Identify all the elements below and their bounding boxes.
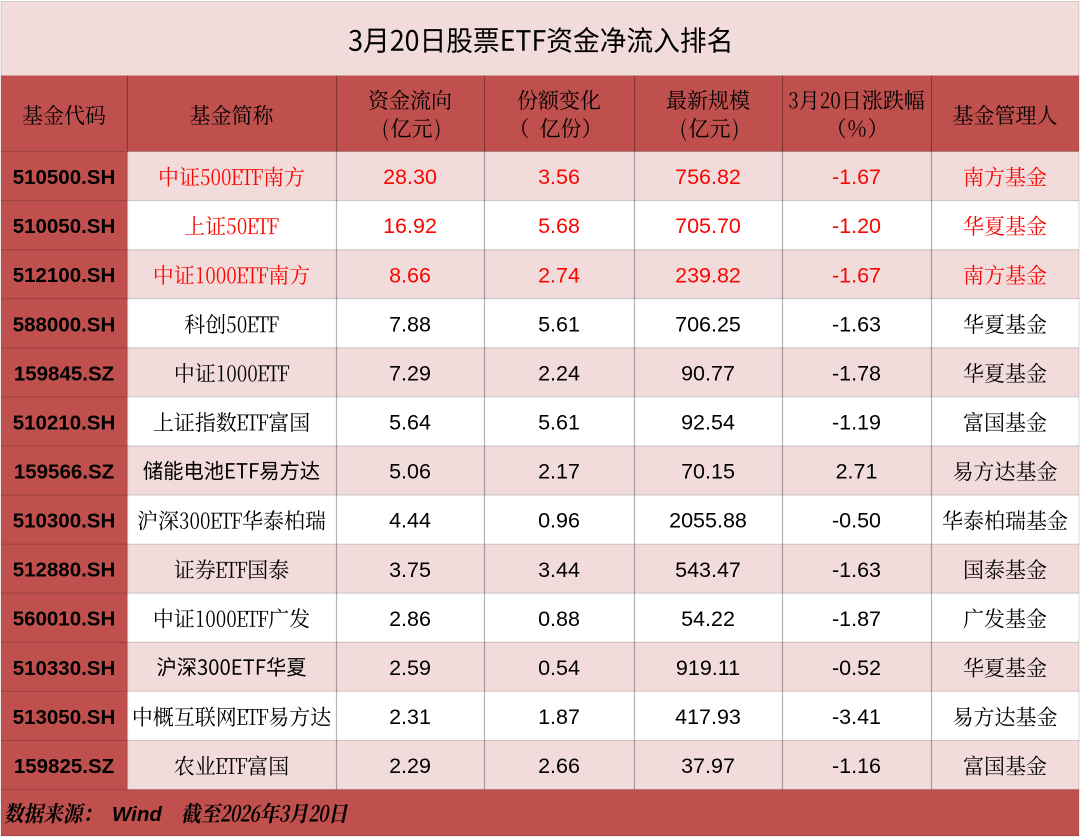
svg-text:159845.SZ: 159845.SZ — [14, 362, 114, 385]
svg-text:70.15: 70.15 — [681, 460, 735, 484]
svg-text:-1.67: -1.67 — [832, 165, 881, 189]
svg-text:5.61: 5.61 — [538, 312, 580, 336]
svg-text:3.44: 3.44 — [538, 558, 580, 582]
svg-text:510330.SH: 510330.SH — [13, 657, 116, 680]
svg-text:92.54: 92.54 — [681, 411, 735, 435]
svg-text:-3.41: -3.41 — [832, 705, 881, 729]
svg-text:2.59: 2.59 — [389, 656, 431, 680]
svg-text:2.71: 2.71 — [836, 460, 878, 484]
svg-text:-1.63: -1.63 — [832, 312, 881, 336]
svg-text:2.29: 2.29 — [389, 754, 431, 778]
svg-text:159566.SZ: 159566.SZ — [14, 461, 114, 484]
svg-text:705.70: 705.70 — [675, 214, 741, 238]
svg-text:2.74: 2.74 — [538, 263, 580, 287]
svg-text:510210.SH: 510210.SH — [13, 411, 116, 434]
svg-text:5.06: 5.06 — [389, 460, 431, 484]
svg-text:Wind: Wind — [112, 803, 162, 826]
svg-text:513050.SH: 513050.SH — [13, 706, 116, 729]
svg-text:2055.88: 2055.88 — [669, 509, 747, 533]
svg-text:8.66: 8.66 — [389, 263, 431, 287]
svg-text:4.44: 4.44 — [389, 509, 431, 533]
svg-text:-1.20: -1.20 — [832, 214, 881, 238]
svg-text:16.92: 16.92 — [383, 214, 437, 238]
svg-text:588000.SH: 588000.SH — [13, 313, 116, 336]
svg-text:5.64: 5.64 — [389, 411, 431, 435]
svg-text:5.61: 5.61 — [538, 411, 580, 435]
svg-text:2.24: 2.24 — [538, 361, 580, 385]
svg-text:-1.87: -1.87 — [832, 607, 881, 631]
svg-text:7.88: 7.88 — [389, 312, 431, 336]
svg-text:159825.SZ: 159825.SZ — [14, 755, 114, 778]
svg-text:7.29: 7.29 — [389, 361, 431, 385]
svg-text:37.97: 37.97 — [681, 754, 735, 778]
svg-text:-1.67: -1.67 — [832, 263, 881, 287]
svg-text:2.66: 2.66 — [538, 754, 580, 778]
svg-text:-1.16: -1.16 — [832, 754, 881, 778]
svg-text:706.25: 706.25 — [675, 312, 741, 336]
svg-text:510500.SH: 510500.SH — [13, 166, 116, 189]
svg-text:2.86: 2.86 — [389, 607, 431, 631]
svg-text:-1.78: -1.78 — [832, 361, 881, 385]
svg-text:3.75: 3.75 — [389, 558, 431, 582]
svg-text:0.96: 0.96 — [538, 509, 580, 533]
svg-text:54.22: 54.22 — [681, 607, 735, 631]
svg-text:90.77: 90.77 — [681, 361, 735, 385]
svg-text:5.68: 5.68 — [538, 214, 580, 238]
svg-text:512880.SH: 512880.SH — [13, 559, 116, 582]
svg-text:-1.63: -1.63 — [832, 558, 881, 582]
svg-text:919.11: 919.11 — [676, 656, 740, 680]
svg-text:756.82: 756.82 — [675, 165, 741, 189]
svg-text:543.47: 543.47 — [675, 558, 741, 582]
svg-text:28.30: 28.30 — [383, 165, 437, 189]
svg-text:3.56: 3.56 — [538, 165, 580, 189]
svg-text:417.93: 417.93 — [675, 705, 741, 729]
svg-text:510300.SH: 510300.SH — [13, 510, 116, 533]
svg-text:0.88: 0.88 — [538, 607, 580, 631]
svg-text:2.31: 2.31 — [389, 705, 431, 729]
svg-text:2.17: 2.17 — [538, 460, 580, 484]
svg-text:512100.SH: 512100.SH — [13, 264, 116, 287]
svg-text:-0.52: -0.52 — [832, 656, 881, 680]
svg-text:510050.SH: 510050.SH — [13, 215, 116, 238]
svg-text:-1.19: -1.19 — [832, 411, 881, 435]
svg-text:1.87: 1.87 — [538, 705, 580, 729]
svg-text:0.54: 0.54 — [538, 656, 580, 680]
svg-text:-0.50: -0.50 — [832, 509, 881, 533]
svg-text:560010.SH: 560010.SH — [13, 608, 116, 631]
svg-text:239.82: 239.82 — [675, 263, 741, 287]
